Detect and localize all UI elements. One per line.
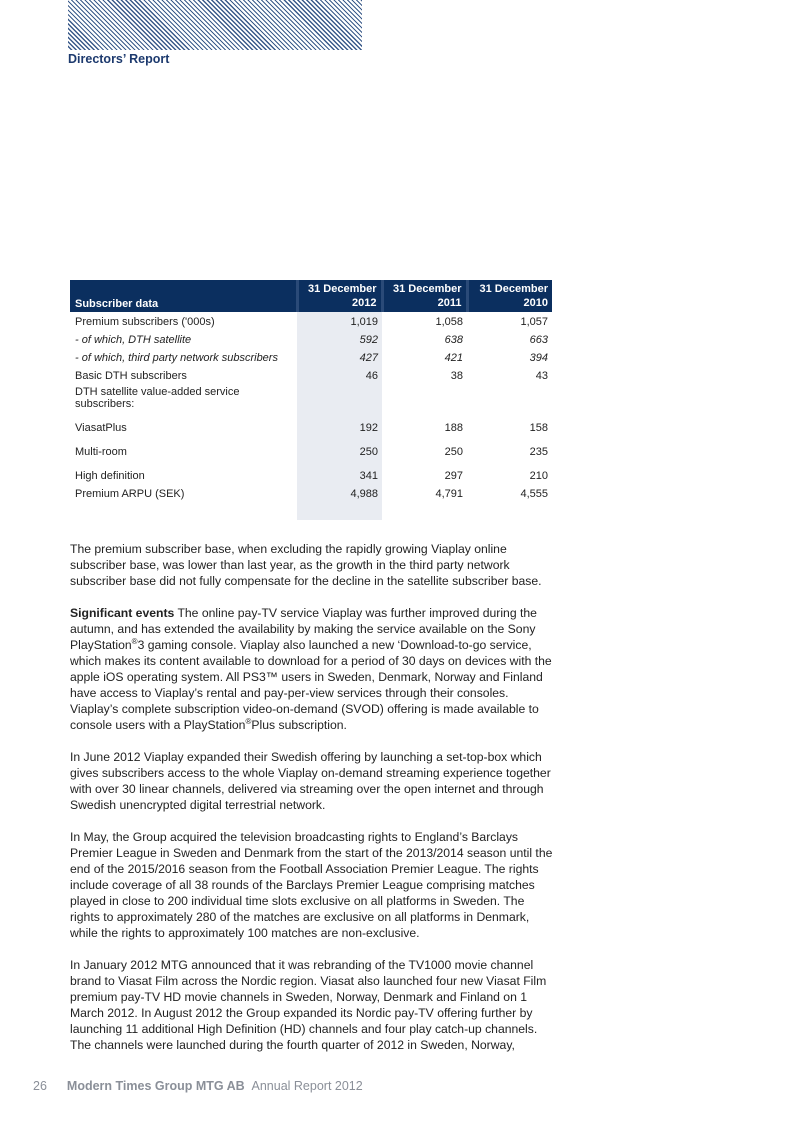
row-label: Basic DTH subscribers bbox=[75, 370, 187, 382]
cell-value: 663 bbox=[529, 334, 548, 346]
table-row: Basic DTH subscribers 46 38 43 bbox=[70, 366, 552, 384]
row-label: Premium ARPU (SEK) bbox=[75, 488, 185, 500]
company-name: Modern Times Group MTG AB bbox=[66, 1079, 245, 1093]
table-row: Multi-room 250 250 235 bbox=[70, 436, 552, 460]
row-label: - of which, third party network subscrib… bbox=[75, 352, 278, 364]
cell-value bbox=[382, 384, 467, 412]
header-hatch-pattern bbox=[68, 0, 362, 50]
cell-value: 43 bbox=[535, 370, 548, 382]
paragraph: In May, the Group acquired the televisio… bbox=[70, 830, 553, 940]
cell-value: 46 bbox=[297, 366, 382, 384]
cell-value: 638 bbox=[444, 334, 463, 346]
row-label: Multi-room bbox=[75, 446, 127, 458]
cell-value: 235 bbox=[529, 446, 548, 458]
paragraph: In January 2012 MTG announced that it wa… bbox=[70, 958, 547, 1052]
cell-value: 38 bbox=[450, 370, 463, 382]
column-header: 31 December 2012 bbox=[295, 280, 382, 312]
section-title: Directors’ Report bbox=[68, 52, 170, 66]
table-title: Subscriber data bbox=[70, 280, 297, 312]
cell-value: 210 bbox=[529, 470, 548, 482]
body-text: The premium subscriber base, when exclud… bbox=[70, 541, 556, 1069]
table-row: - of which, DTH satellite 592 638 663 bbox=[70, 330, 552, 348]
row-label: High definition bbox=[75, 470, 145, 482]
row-label: Premium subscribers ('000s) bbox=[75, 316, 215, 328]
cell-value: 250 bbox=[297, 436, 382, 460]
cell-value bbox=[467, 384, 552, 412]
cell-value: 297 bbox=[444, 470, 463, 482]
page-footer: 26 Modern Times Group MTG AB Annual Repor… bbox=[33, 1079, 363, 1093]
report-name: Annual Report 2012 bbox=[251, 1079, 363, 1093]
column-header: 31 December 2010 bbox=[465, 280, 552, 312]
table-row: DTH satellite value-added service subscr… bbox=[70, 384, 552, 412]
cell-value: 421 bbox=[444, 352, 463, 364]
cell-value: 1,019 bbox=[297, 312, 382, 330]
cell-value: 4,555 bbox=[520, 488, 548, 500]
cell-value: 4,988 bbox=[297, 484, 382, 502]
cell-value: 1,057 bbox=[520, 316, 548, 328]
subscriber-data-table: Subscriber data 31 December 2012 31 Decem… bbox=[70, 280, 552, 520]
cell-value: 192 bbox=[297, 412, 382, 436]
cell-value: 592 bbox=[297, 330, 382, 348]
cell-value: 158 bbox=[529, 422, 548, 434]
cell-value: 1,058 bbox=[435, 316, 463, 328]
row-label: DTH satellite value-added service subscr… bbox=[75, 386, 240, 410]
paragraph: In June 2012 Viaplay expanded their Swed… bbox=[70, 750, 551, 812]
paragraph: The premium subscriber base, when exclud… bbox=[70, 542, 542, 588]
cell-value bbox=[297, 384, 382, 412]
table-row: High definition 341 297 210 bbox=[70, 460, 552, 484]
page-number: 26 bbox=[33, 1079, 47, 1093]
cell-value: 4,791 bbox=[435, 488, 463, 500]
table-row: - of which, third party network subscrib… bbox=[70, 348, 552, 366]
paragraph: Significant events The online pay-TV ser… bbox=[70, 606, 552, 732]
cell-value: 427 bbox=[297, 348, 382, 366]
table-row: Premium subscribers ('000s) 1,019 1,058 1,0… bbox=[70, 312, 552, 330]
cell-value: 394 bbox=[529, 352, 548, 364]
row-label: - of which, DTH satellite bbox=[75, 334, 192, 346]
table-row: ViasatPlus 192 188 158 bbox=[70, 412, 552, 436]
cell-value: 341 bbox=[297, 460, 382, 484]
row-label: ViasatPlus bbox=[75, 422, 127, 434]
cell-value: 250 bbox=[444, 446, 463, 458]
table-row: Premium ARPU (SEK) 4,988 4,791 4,555 bbox=[70, 484, 552, 502]
cell-value: 188 bbox=[444, 422, 463, 434]
column-header: 31 December 2011 bbox=[380, 280, 467, 312]
